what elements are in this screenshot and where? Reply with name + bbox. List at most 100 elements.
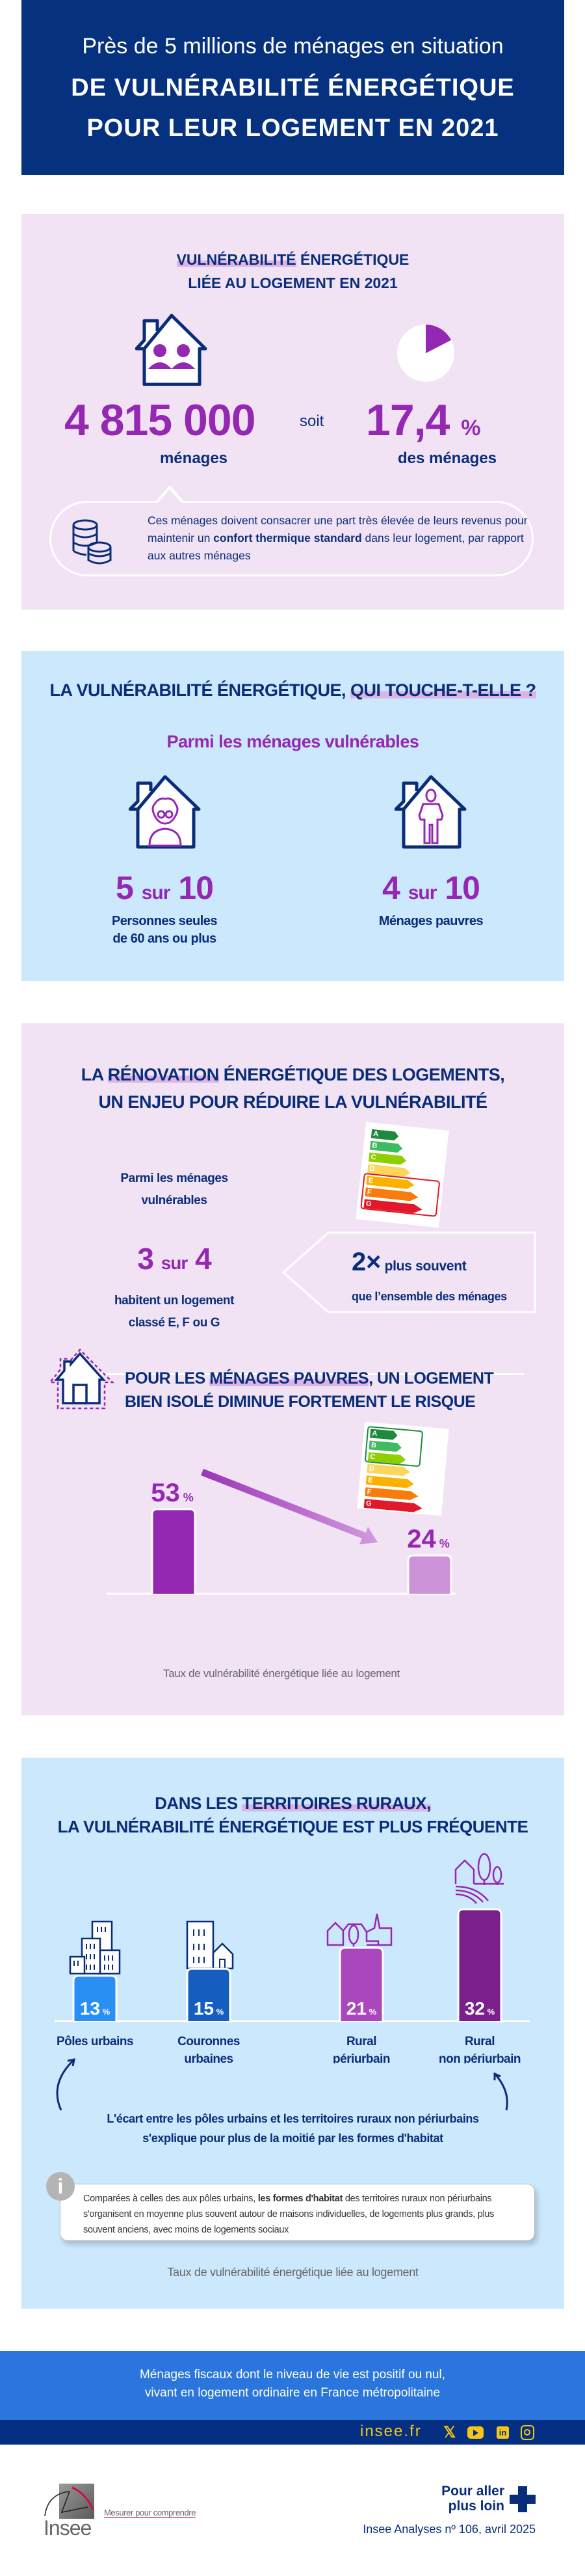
share-label: des ménages xyxy=(397,449,497,467)
logo-mark xyxy=(44,2486,94,2517)
stat-num: 4 xyxy=(382,870,400,906)
num: 3 xyxy=(137,1242,154,1276)
times-more-often: 2× plus souvent xyxy=(352,1248,467,1277)
stat-poor-value: 4 sur 10 xyxy=(350,869,512,907)
scope-line-2: vivant en logement ordinaire en France m… xyxy=(144,2386,441,2400)
info-text-post: des territoires ruraux non périurbains s… xyxy=(83,2194,495,2235)
intro-line-2: vulnérables xyxy=(141,1194,207,1207)
house-elderly-icon xyxy=(129,775,201,849)
linkedin-icon[interactable]: in xyxy=(497,2426,509,2439)
suburb-building-icon xyxy=(186,1920,234,1970)
energy-class-a: A xyxy=(371,1129,399,1141)
periurban-village-icon xyxy=(326,1913,393,1954)
more-line-1: Pour aller xyxy=(441,2484,504,2499)
bar-value-label: 32 % xyxy=(465,1998,495,2019)
efg-share-label: habitent un logement classé E, F ou G xyxy=(86,1290,262,1334)
publication-reference: Insee Analyses nº 106, avril 2025 xyxy=(363,2523,536,2536)
stat-label-1: Personnes seules xyxy=(111,914,218,928)
section-territories: DANS LES TERRITOIRES RURAUX, LA VULNÉRAB… xyxy=(21,1758,564,2309)
header-line-1: Près de 5 millions de ménages en situati… xyxy=(82,34,504,59)
share-pie-icon xyxy=(397,325,454,382)
decrease-arrow xyxy=(201,1469,378,1544)
who-subtitle: Parmi les ménages vulnérables xyxy=(166,732,419,751)
bubble-bold: confort thermique standard xyxy=(213,531,362,544)
title-rest: ÉNERGÉTIQUE xyxy=(296,251,410,268)
bar-value-label: 13 % xyxy=(80,1998,110,2019)
bubble-text: Ces ménages doivent consacrer une part t… xyxy=(148,512,531,565)
title-line2: UN ENJEU POUR RÉDUIRE LA VULNÉRABILITÉ xyxy=(98,1092,488,1112)
house-household-icon xyxy=(135,314,207,386)
stat-sur: sur xyxy=(408,882,437,904)
stat-elderly-value: 5 sur 10 xyxy=(83,869,246,907)
more-line-2: plus loin xyxy=(448,2499,504,2514)
title-highlight: TERRITOIRES RURAUX, xyxy=(242,1793,431,1813)
x-icon[interactable]: 𝕏 xyxy=(443,2424,456,2441)
energy-class-b: B xyxy=(370,1141,403,1153)
stat-den: 10 xyxy=(445,870,480,906)
who-title-highlight: QUI TOUCHE-T-ELLE ? xyxy=(350,680,536,700)
households-label: ménages xyxy=(159,449,228,467)
logo-text: Insee xyxy=(44,2516,92,2540)
share-value: 17,4 % xyxy=(366,395,481,446)
bubble-text-2: dans leur logement, par rapport aux autr… xyxy=(148,531,524,562)
curved-arrow-left-icon xyxy=(56,2058,75,2111)
rural-landscape-icon xyxy=(454,1853,504,1904)
territories-chart: 13 % Pôles urbains 15 % Couronnes urbaines 21… xyxy=(55,1908,530,2063)
insee-site-link[interactable]: insee.fr xyxy=(360,2422,422,2440)
renovation-title: LA RÉNOVATION ÉNERGÉTIQUE DES LOGEMENTS,… xyxy=(21,1061,564,1116)
stat-num: 5 xyxy=(116,870,134,906)
renovation-intro: Parmi les ménages vulnérables xyxy=(99,1168,249,1212)
house-poor-household-icon xyxy=(395,775,467,849)
category-label: périurbain xyxy=(333,2052,390,2063)
title-line2: LA VULNÉRABILITÉ ÉNERGÉTIQUE EST PLUS FR… xyxy=(57,1817,528,1836)
category-label: Rural xyxy=(465,2035,495,2048)
instagram-icon[interactable] xyxy=(521,2425,534,2440)
share-number: 17,4 xyxy=(366,396,450,445)
further-reading[interactable]: Pour aller plus loin xyxy=(364,2484,504,2514)
bar-2 xyxy=(339,1946,384,2021)
times-value: 2× xyxy=(352,1248,382,1276)
explain-line-1: L'écart entre les pôles urbains et les t… xyxy=(107,2112,479,2125)
youtube-icon[interactable] xyxy=(467,2426,484,2439)
play-glyph xyxy=(473,2430,478,2436)
who-title-main: LA VULNÉRABILITÉ ÉNERGÉTIQUE, xyxy=(49,680,351,700)
bar-value-label: 21 % xyxy=(346,1998,377,2019)
stat-label-1: Ménages pauvres xyxy=(378,914,484,928)
info-box: Comparées à celles des aux pôles urbains… xyxy=(60,2184,535,2241)
info-icon: i xyxy=(46,2172,75,2201)
info-text-bold: les formes d'habitat xyxy=(257,2194,343,2204)
times-text: plus souvent xyxy=(384,1259,467,1274)
stat-sur: sur xyxy=(141,882,171,904)
bubble-text-1: Ces ménages doivent consacrer une part t… xyxy=(148,514,528,544)
stat-den: 10 xyxy=(178,870,214,906)
title-pre: LA xyxy=(81,1065,108,1084)
comparison-arrow-box xyxy=(281,1231,536,1313)
efg-share-value: 3 sur 4 xyxy=(99,1241,249,1276)
intro-line-1: Parmi les ménages xyxy=(120,1172,228,1185)
territories-explanation: L'écart entre les pôles urbains et les t… xyxy=(21,2109,564,2148)
category-label: Couronnes xyxy=(177,2035,240,2048)
scope-line-1: Ménages fiscaux dont le niveau de vie es… xyxy=(139,2368,445,2381)
city-buildings-icon xyxy=(69,1920,121,1975)
stat-label-2: de 60 ans ou plus xyxy=(112,932,216,946)
territories-title: DANS LES TERRITOIRES RURAUX, LA VULNÉRAB… xyxy=(21,1791,564,1838)
insulated-house-icon xyxy=(48,1348,115,1410)
category-label: Rural xyxy=(346,2035,376,2048)
den: 4 xyxy=(195,1242,212,1276)
header-banner: Près de 5 millions de ménages en situati… xyxy=(21,0,564,175)
poor-title-highlight: MÉNAGES PAUVRES xyxy=(209,1369,369,1388)
insee-logo: Insee xyxy=(44,2484,96,2540)
energy-class-highlight xyxy=(360,1172,441,1217)
category-label: Pôles urbains xyxy=(57,2035,133,2048)
poor-title: POUR LES MÉNAGES PAUVRES, UN LOGEMENT BI… xyxy=(125,1367,494,1414)
title-highlight: RÉNOVATION xyxy=(107,1065,219,1084)
poor-title-line2: BIEN ISOLÉ DIMINUE FORTEMENT LE RISQUE xyxy=(125,1393,476,1411)
energy-class-c: C xyxy=(369,1153,407,1166)
social-bar: insee.fr 𝕏 in xyxy=(0,2420,585,2445)
explanation-bubble: Ces ménages doivent consacrer une part t… xyxy=(49,485,534,576)
section-who: LA VULNÉRABILITÉ ÉNERGÉTIQUE, QUI TOUCHE… xyxy=(21,651,564,981)
desc-line-1: habitent un logement xyxy=(114,1294,235,1308)
households-value: 4 815 000 xyxy=(64,396,256,445)
bubble-pointer-inner xyxy=(158,489,181,503)
